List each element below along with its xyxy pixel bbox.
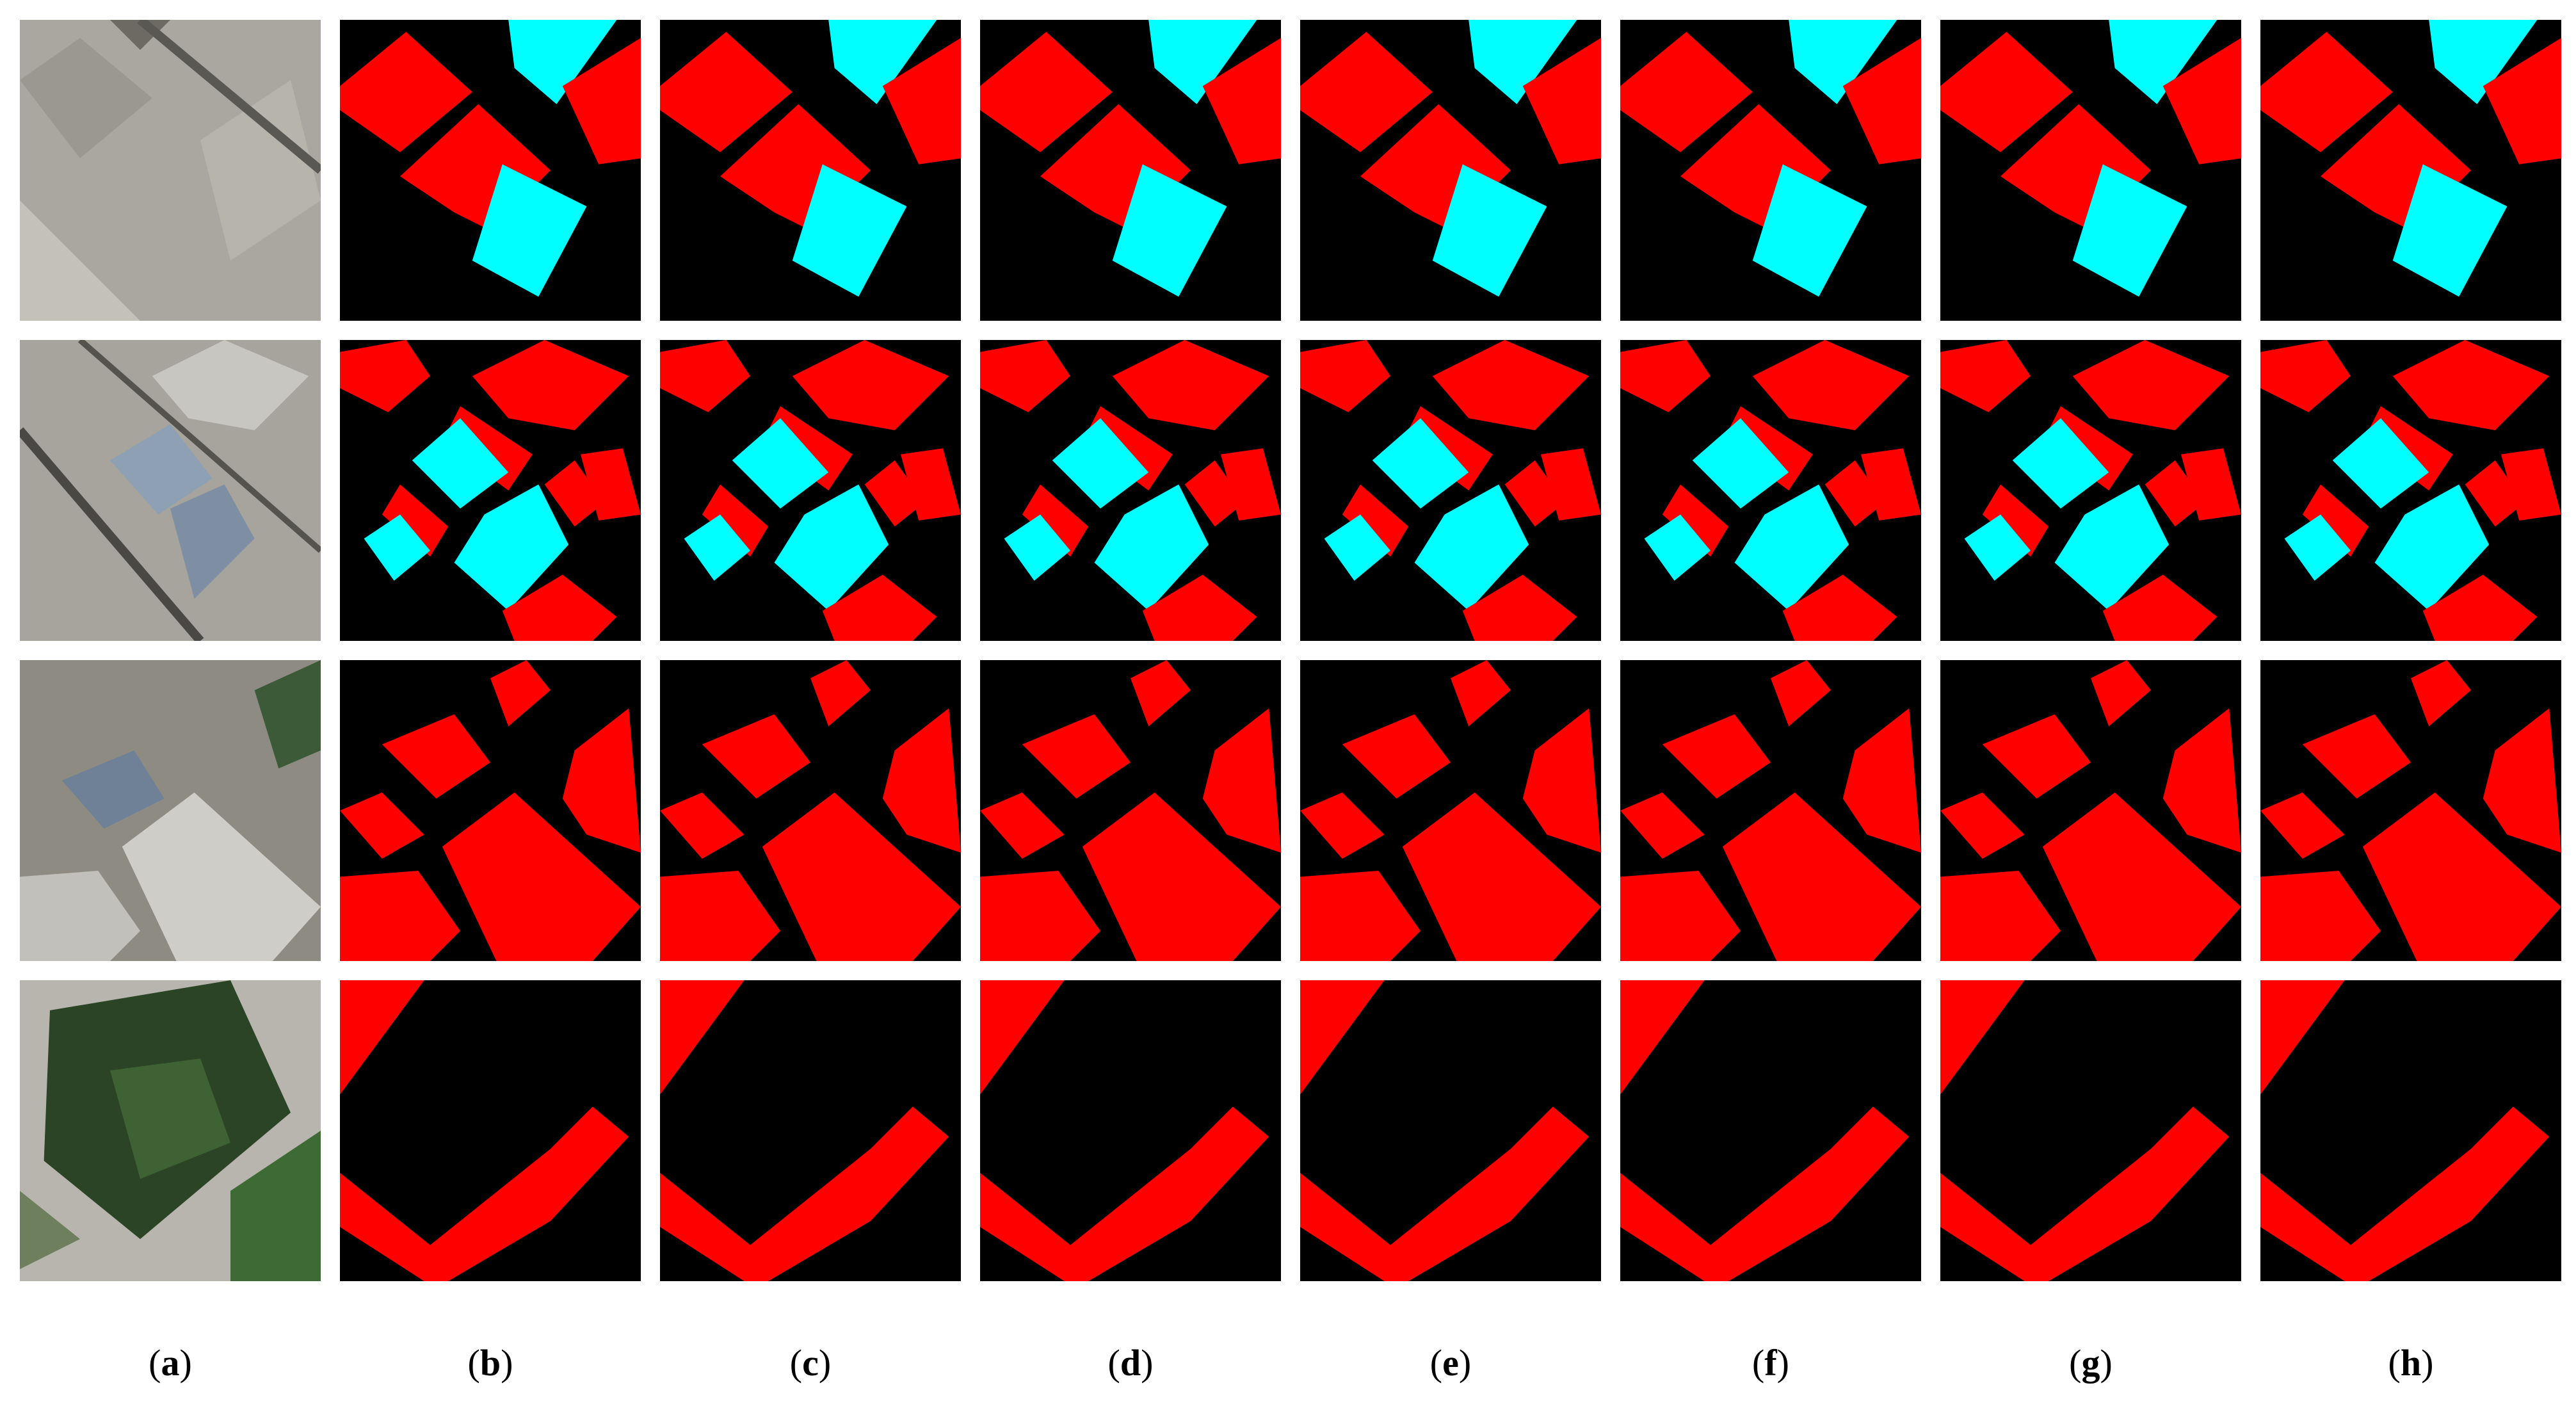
bracket: ) <box>2421 1342 2433 1384</box>
panel-label: (c) <box>790 1342 831 1384</box>
panel-letter: b <box>480 1342 501 1384</box>
segmentation-map <box>660 340 961 641</box>
segmentation-map <box>1300 980 1601 1281</box>
bracket: ( <box>468 1342 480 1384</box>
segmentation-map <box>340 340 641 641</box>
segmentation-map <box>340 980 641 1281</box>
panel-letter: h <box>2401 1342 2421 1384</box>
panel-label: (a) <box>149 1342 192 1384</box>
segmentation-map <box>980 340 1281 641</box>
bracket: ) <box>2100 1342 2113 1384</box>
segmentation-map <box>660 660 961 961</box>
segmentation-map <box>1300 20 1601 321</box>
aerial-image <box>20 980 321 1281</box>
segmentation-map <box>1300 660 1601 961</box>
segmentation-map <box>2260 340 2561 641</box>
segmentation-map <box>1940 340 2241 641</box>
panel-label: (d) <box>1108 1342 1154 1384</box>
segmentation-map <box>2260 980 2561 1281</box>
aerial-image <box>20 340 321 641</box>
panel-letter: c <box>802 1342 819 1384</box>
aerial-image <box>20 660 321 961</box>
segmentation-map <box>1620 20 1921 321</box>
bracket: ) <box>501 1342 513 1384</box>
bracket: ) <box>1777 1342 1789 1384</box>
panel-letter: e <box>1442 1342 1459 1384</box>
panel-label: (f) <box>1752 1342 1789 1384</box>
panel-label: (g) <box>2069 1342 2113 1384</box>
bracket: ( <box>1430 1342 1442 1384</box>
bracket: ( <box>1752 1342 1764 1384</box>
bracket: ( <box>1108 1342 1120 1384</box>
panel-labels: (a) (b) (c) (d) (e) (f) (g) (h) <box>149 1342 2433 1384</box>
panel-letter: d <box>1120 1342 1141 1384</box>
panel-label: (b) <box>468 1342 513 1384</box>
segmentation-map <box>2260 660 2561 961</box>
bracket: ) <box>1141 1342 1153 1384</box>
segmentation-map <box>980 980 1281 1281</box>
panel-letter: f <box>1764 1342 1777 1384</box>
segmentation-map <box>2260 20 2561 321</box>
segmentation-map <box>1940 20 2241 321</box>
panel-letter: a <box>161 1342 180 1384</box>
bracket: ( <box>790 1342 802 1384</box>
panel-letter: g <box>2082 1342 2100 1384</box>
segmentation-map <box>1940 660 2241 961</box>
segmentation-map <box>340 660 641 961</box>
aerial-image <box>20 20 321 321</box>
segmentation-map <box>980 660 1281 961</box>
segmentation-map <box>1300 340 1601 641</box>
panel-label: (h) <box>2388 1342 2434 1384</box>
bracket: ) <box>180 1342 192 1384</box>
segmentation-map <box>660 20 961 321</box>
bracket: ( <box>149 1342 161 1384</box>
tile-grid <box>20 20 2561 1281</box>
bracket: ( <box>2388 1342 2401 1384</box>
segmentation-map <box>340 20 641 321</box>
segmentation-map <box>1940 980 2241 1281</box>
segmentation-map <box>1620 340 1921 641</box>
segmentation-map <box>660 980 961 1281</box>
segmentation-map <box>1620 980 1921 1281</box>
panel-label: (e) <box>1430 1342 1471 1384</box>
bracket: ( <box>2069 1342 2081 1384</box>
segmentation-map <box>1620 660 1921 961</box>
segmentation-map <box>980 20 1281 321</box>
bracket: ) <box>1459 1342 1471 1384</box>
bracket: ) <box>819 1342 831 1384</box>
